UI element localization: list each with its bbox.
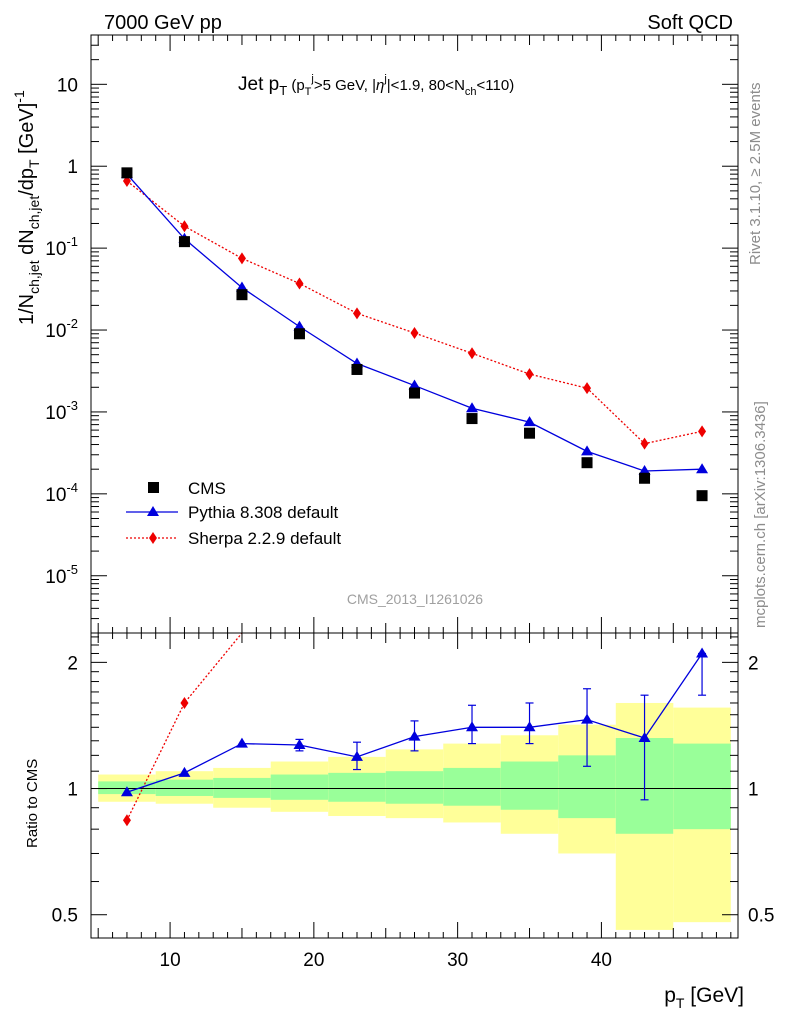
stat-uncertainty-band — [213, 777, 271, 798]
sherpa-point — [468, 347, 477, 360]
sherpa-point — [525, 368, 534, 381]
main-plot-title: Jet pT (pTj>5 GeV, |ηj|<1.9, 80<Nch<110) — [238, 73, 514, 98]
pythia-ratio-point — [408, 730, 421, 741]
ratio-y-tick-label-right: 2 — [748, 653, 759, 674]
ratio-y-tick-label-left: 1 — [67, 780, 78, 801]
main-y-tick-labels: 10-5 10-4 10-3 10-2 10-1 1 10 — [45, 75, 78, 587]
pythia-ratio-point — [638, 732, 651, 743]
pythia-ratio-point — [350, 750, 363, 761]
sherpa-point — [698, 425, 707, 438]
legend-label-pythia: Pythia 8.308 default — [188, 503, 339, 522]
cms-point — [409, 387, 420, 399]
main-y-tick-label: 10 — [57, 75, 78, 96]
sherpa-point — [583, 382, 592, 395]
x-tick-label: 30 — [447, 950, 468, 971]
pythia-ratio-point — [466, 721, 479, 732]
pythia-point — [696, 463, 709, 474]
ratio-series-layer — [120, 633, 709, 827]
pythia-ratio-point — [293, 739, 306, 750]
pythia-point — [408, 379, 421, 390]
stat-uncertainty-band — [673, 743, 731, 830]
sherpa-point — [352, 307, 361, 320]
stat-uncertainty-band — [443, 767, 501, 806]
cms-point — [178, 236, 190, 248]
ratio-plot-panel: 0.5 0.5 1 1 2 2 10 20 30 40 Ratio to CMS pT [GeV… — [24, 632, 775, 1011]
x-tick-label: 10 — [160, 950, 181, 971]
analysis-watermark: CMS_2013_I1261026 — [347, 591, 483, 607]
main-y-tick-label: 10-2 — [45, 316, 78, 342]
stat-uncertainty-band — [270, 774, 329, 800]
main-plot-panel: 10-5 10-4 10-3 10-2 10-1 1 10 Jet pT (pTj>5 Ge… — [11, 34, 739, 634]
legend-entry-cms: CMS — [148, 479, 226, 498]
rivet-version-label: Rivet 3.1.10, ≥ 2.5M events — [747, 83, 764, 266]
legend: CMS Pythia 8.308 default Sherpa 2.2.9 de… — [126, 479, 341, 548]
stat-uncertainty-band — [328, 772, 386, 802]
legend-entry-sherpa: Sherpa 2.2.9 default — [126, 529, 341, 548]
cms-point — [581, 457, 593, 469]
main-axis-ticks — [91, 34, 738, 634]
cms-point — [351, 363, 363, 375]
sherpa-point — [180, 220, 189, 233]
ratio-axis-ticks — [91, 633, 738, 938]
sherpa-line — [126, 180, 703, 445]
cms-point — [466, 413, 478, 425]
main-y-tick-label: 10-1 — [45, 234, 78, 260]
energy-label: 7000 GeV pp — [104, 12, 222, 34]
ratio-y-tick-label-left: 2 — [67, 653, 78, 674]
cms-point — [524, 427, 536, 439]
ratio-y-axis-title: Ratio to CMS — [24, 759, 41, 848]
x-tick-labels: 10 20 30 40 — [160, 950, 612, 971]
main-y-tick-label: 10-4 — [45, 480, 78, 506]
pythia-point — [466, 402, 479, 413]
process-label: Soft QCD — [647, 12, 733, 34]
cms-point — [639, 472, 651, 484]
legend-label-sherpa: Sherpa 2.2.9 default — [188, 529, 341, 548]
legend-marker-sherpa — [149, 532, 157, 544]
legend-marker-pythia — [147, 506, 159, 516]
pythia-point — [638, 465, 651, 476]
x-tick-label: 20 — [303, 950, 324, 971]
cms-point — [121, 167, 133, 179]
main-y-tick-label: 10-3 — [45, 398, 78, 424]
pythia-ratio-point — [696, 647, 709, 658]
pythia-ratio-point — [235, 737, 248, 748]
sherpa-point — [295, 277, 304, 290]
pythia-ratio-point — [120, 786, 133, 797]
sherpa-ratio-point — [180, 696, 189, 709]
ratio-y-tick-labels: 0.5 0.5 1 1 2 2 — [52, 653, 775, 926]
ratio-y-tick-label-right: 1 — [748, 780, 759, 801]
main-y-tick-label: 1 — [67, 157, 78, 178]
ratio-y-tick-label-left: 0.5 — [52, 906, 78, 927]
pythia-point — [293, 320, 306, 331]
cms-point — [293, 328, 305, 340]
sherpa-ratio-point — [122, 814, 131, 827]
main-y-tick-label: 10-5 — [45, 562, 78, 588]
cms-point — [696, 490, 708, 502]
x-axis-title: pT [GeV] — [664, 984, 744, 1011]
legend-marker-cms — [148, 482, 159, 493]
sherpa-point — [640, 437, 649, 450]
pythia-point — [523, 416, 536, 427]
stat-uncertainty-band — [500, 761, 559, 810]
pythia-line — [126, 173, 703, 472]
sherpa-point — [237, 252, 246, 265]
stat-uncertainty-band — [155, 779, 214, 796]
legend-label-cms: CMS — [188, 479, 226, 498]
pythia-point — [235, 281, 248, 292]
pythia-point — [581, 445, 594, 456]
main-series-layer — [120, 167, 709, 502]
mcplots-source-label: mcplots.cern.ch [arXiv:1306.3436] — [752, 401, 769, 628]
legend-entry-pythia: Pythia 8.308 default — [126, 503, 339, 522]
cms-point — [236, 289, 248, 301]
x-tick-label: 40 — [591, 950, 612, 971]
stat-uncertainty-band — [385, 771, 444, 804]
pythia-ratio-point — [178, 766, 191, 777]
main-y-axis-title: 1/Nch,jet dNch,jet/dpT [GeV]-1 — [11, 90, 42, 325]
sherpa-point — [410, 326, 419, 339]
ratio-y-tick-label-right: 0.5 — [748, 906, 774, 927]
pythia-ratio-point — [581, 713, 594, 724]
pythia-ratio-point — [523, 721, 536, 732]
